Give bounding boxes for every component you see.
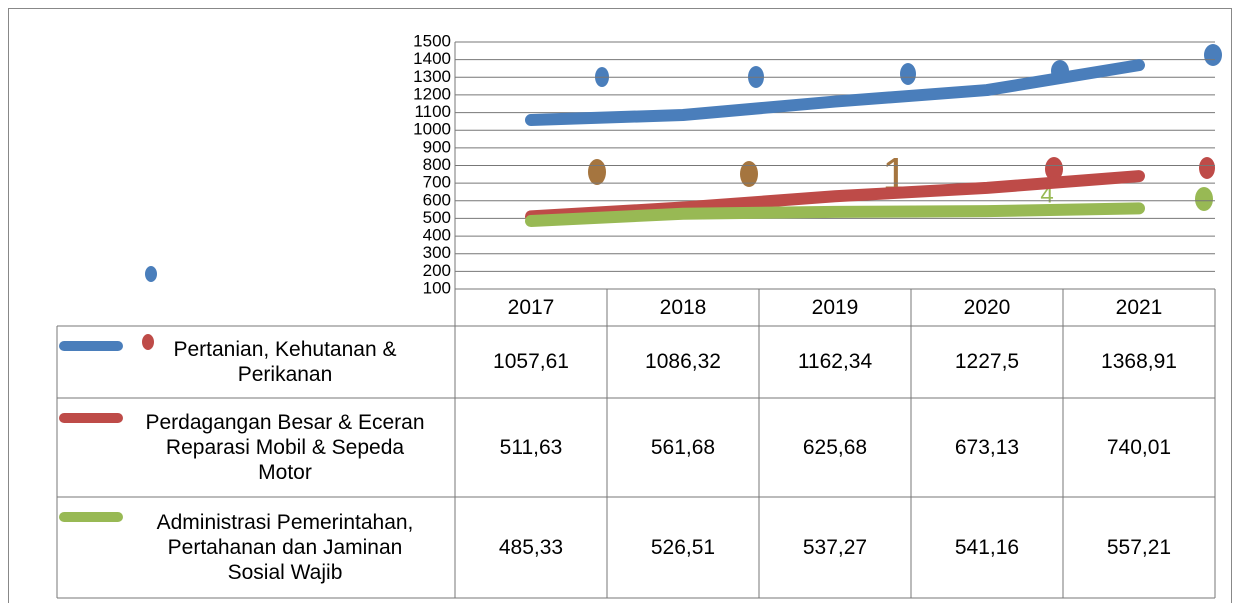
value-label: 561,68 [650, 435, 716, 459]
value-label: 1162,34 [797, 350, 873, 374]
value-label: 541,16 [954, 535, 1020, 559]
value-label: 625,68 [802, 435, 868, 459]
y-tick-label: 1500 [413, 31, 451, 50]
value-label: 1227,5 [954, 350, 1020, 374]
frame [8, 8, 1232, 603]
y-tick-label: 1000 [413, 120, 451, 139]
value-label: 537,27 [802, 535, 868, 559]
y-tick-label: 400 [423, 226, 451, 245]
x-tick-label: 2018 [659, 295, 707, 319]
value-label: 1086,32 [645, 350, 721, 374]
y-tick-label: 1100 [414, 102, 451, 121]
y-tick-label: 1400 [413, 49, 451, 68]
value-label: 526,51 [650, 535, 716, 559]
value-label: 1368,91 [1101, 350, 1177, 374]
y-tick-label: 1200 [413, 84, 451, 103]
value-label: 1057,61 [493, 350, 569, 374]
y-tick-label: 700 [423, 173, 451, 192]
y-tick-label: 200 [423, 261, 451, 280]
y-tick-label: 900 [423, 137, 451, 156]
value-label: 557,21 [1106, 535, 1172, 559]
stray-dots [142, 44, 1222, 350]
x-tick-label: 2019 [811, 295, 859, 319]
series-line [525, 202, 1145, 228]
y-tick-label: 500 [423, 208, 451, 227]
legend-label: Perdagangan Besar & Eceran Reparasi Mobi… [145, 410, 425, 485]
x-tick-label: 2021 [1115, 295, 1163, 319]
legend-label: Pertanian, Kehutanan & Perikanan [173, 337, 397, 386]
y-tick-label: 300 [423, 243, 451, 262]
value-label: 511,63 [499, 435, 563, 459]
legend-label: Administrasi Pemerintahan, Pertahanan da… [156, 510, 414, 585]
y-tick-label: 800 [423, 155, 451, 174]
y-tick-label: 600 [423, 190, 451, 209]
value-label: 485,33 [498, 535, 564, 559]
x-tick-label: 2020 [963, 295, 1011, 319]
y-tick-label: 100 [423, 278, 451, 297]
y-tick-label: 1300 [413, 67, 451, 86]
value-label: 740,01 [1106, 435, 1172, 459]
x-tick-label: 2017 [507, 295, 555, 319]
value-label: 673,13 [954, 435, 1020, 459]
series-line [525, 59, 1145, 127]
